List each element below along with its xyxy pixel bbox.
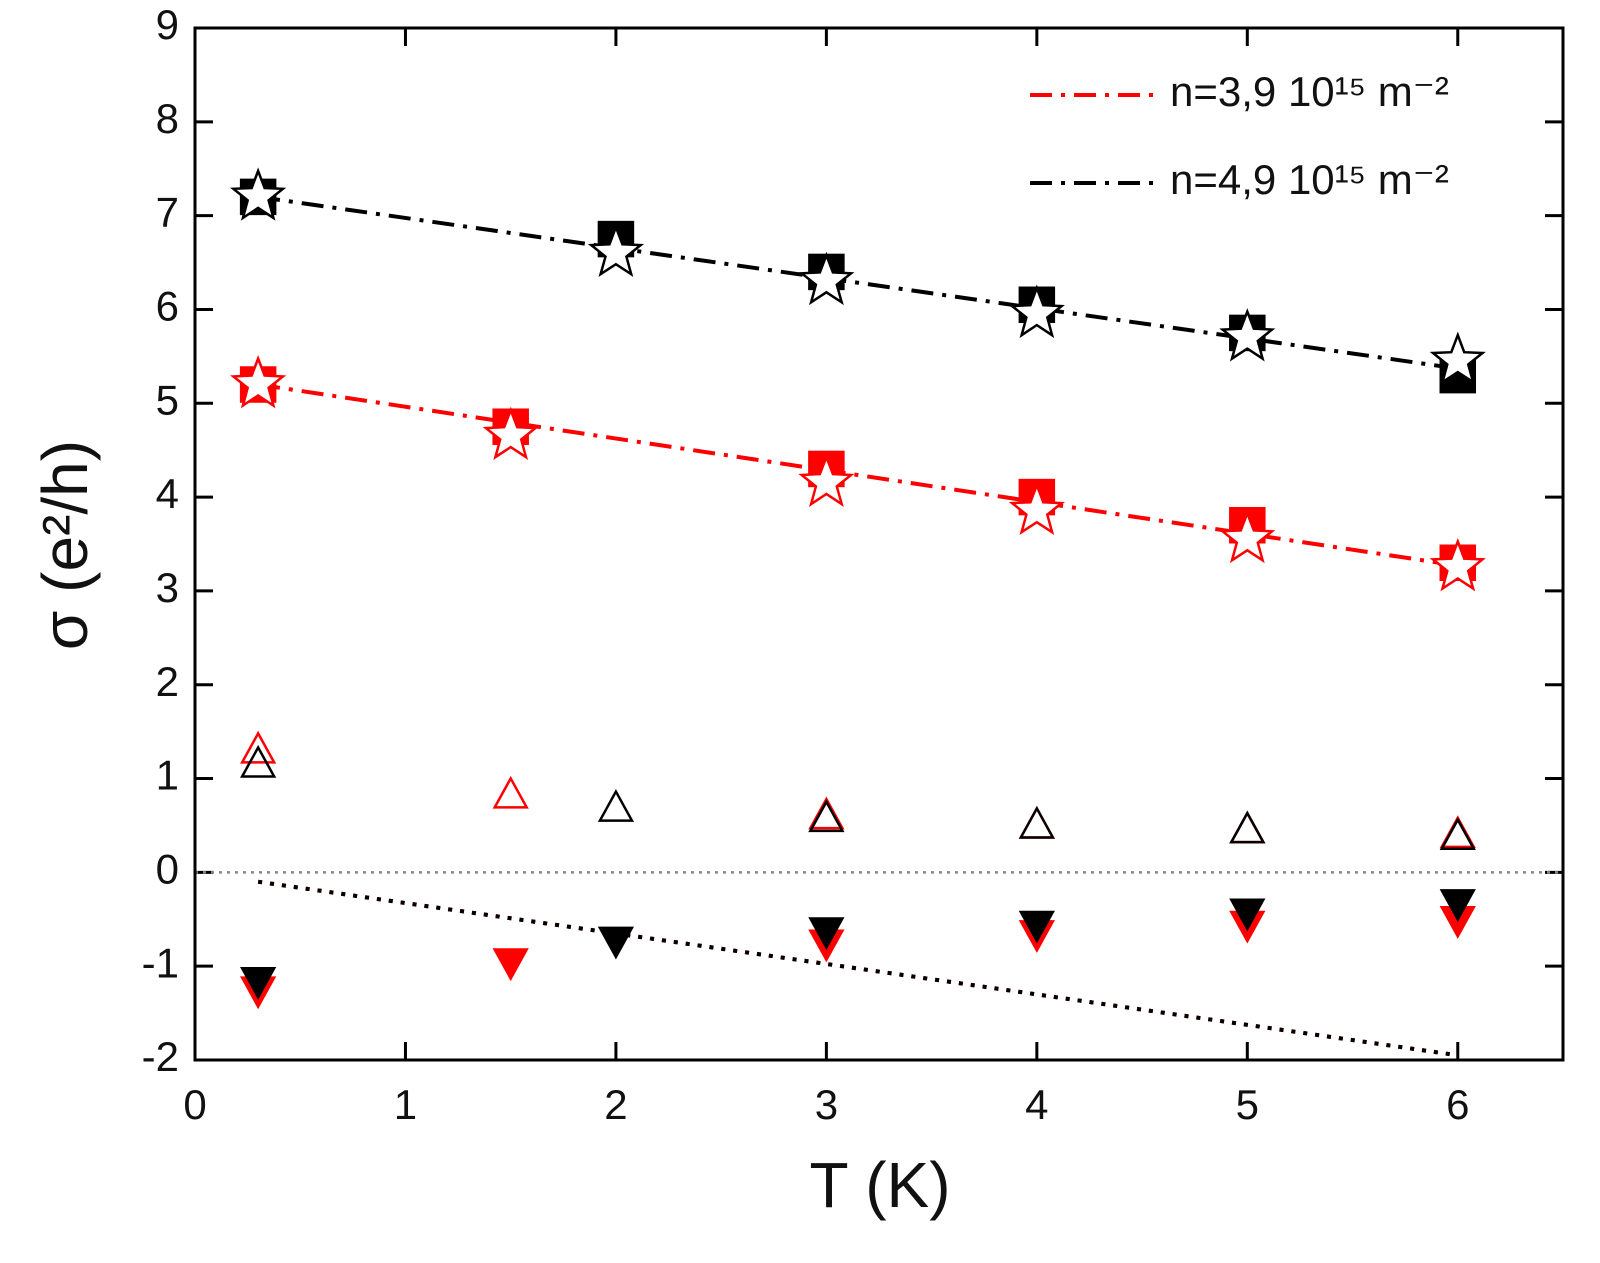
triangle-up-marker: [808, 799, 845, 833]
x-tick-label: 1: [394, 1081, 417, 1128]
star-marker: [798, 453, 855, 507]
star-marker: [1219, 308, 1276, 362]
x-tick-label: 4: [1025, 1081, 1048, 1128]
y-tick-label: -2: [142, 1033, 179, 1080]
star-marker: [230, 167, 287, 221]
triangle-up-marker: [1229, 810, 1266, 844]
legend-label: n=3,9 10¹⁵ m⁻²: [1170, 68, 1449, 115]
star-marker: [1219, 509, 1276, 564]
y-tick-label: 2: [156, 658, 179, 705]
star-marker: [1008, 284, 1065, 339]
triangle-down-marker: [240, 967, 277, 1000]
triangle-up-marker: [492, 775, 529, 809]
triangle-down-marker: [597, 926, 635, 960]
triangle-up-marker: [1229, 810, 1266, 844]
y-tick-label: 3: [156, 564, 179, 611]
triangle-up-marker: [1018, 805, 1055, 839]
star-marker: [482, 406, 539, 460]
triangle-down-marker: [808, 917, 845, 951]
fit-line: [257, 194, 1459, 371]
triangle-up-marker: [240, 730, 277, 764]
star-marker: [1008, 481, 1065, 536]
star-marker: [1429, 331, 1486, 385]
triangle-down-marker: [1018, 910, 1055, 944]
y-tick-label: 7: [156, 189, 179, 236]
x-tick-label: 5: [1236, 1081, 1259, 1128]
triangle-up-marker: [1439, 817, 1476, 850]
star-marker: [230, 354, 287, 409]
x-tick-label: 0: [183, 1081, 206, 1128]
y-tick-label: 0: [156, 845, 179, 892]
triangle-up-marker: [240, 744, 277, 778]
legend-label: n=4,9 10¹⁵ m⁻²: [1170, 156, 1449, 203]
triangle-up-marker: [808, 796, 845, 830]
y-tick-label: 6: [156, 283, 179, 330]
y-tick-label: 4: [156, 470, 179, 517]
y-tick-label: 1: [156, 752, 179, 799]
plot-frame: [193, 26, 1565, 1062]
fit-line: [257, 879, 1459, 1058]
x-tick-label: 2: [604, 1081, 627, 1128]
y-tick-label: 8: [156, 95, 179, 142]
triangle-down-marker: [1229, 898, 1266, 932]
x-axis-label: T (K): [809, 1149, 950, 1221]
triangle-down-marker: [1439, 889, 1476, 922]
triangle-up-marker: [597, 788, 635, 822]
y-tick-label: 5: [156, 376, 179, 423]
x-tick-label: 3: [815, 1081, 838, 1128]
triangle-down-marker: [492, 948, 529, 982]
star-marker: [1429, 537, 1486, 592]
star-marker: [798, 251, 855, 306]
fit-line: [257, 382, 1459, 568]
triangle-up-marker: [1018, 805, 1055, 839]
y-tick-label: -1: [142, 939, 179, 986]
x-tick-label: 6: [1446, 1081, 1469, 1128]
star-marker: [587, 223, 645, 278]
y-axis-label: σ (e²/h): [29, 440, 101, 650]
y-tick-label: 9: [156, 1, 179, 48]
